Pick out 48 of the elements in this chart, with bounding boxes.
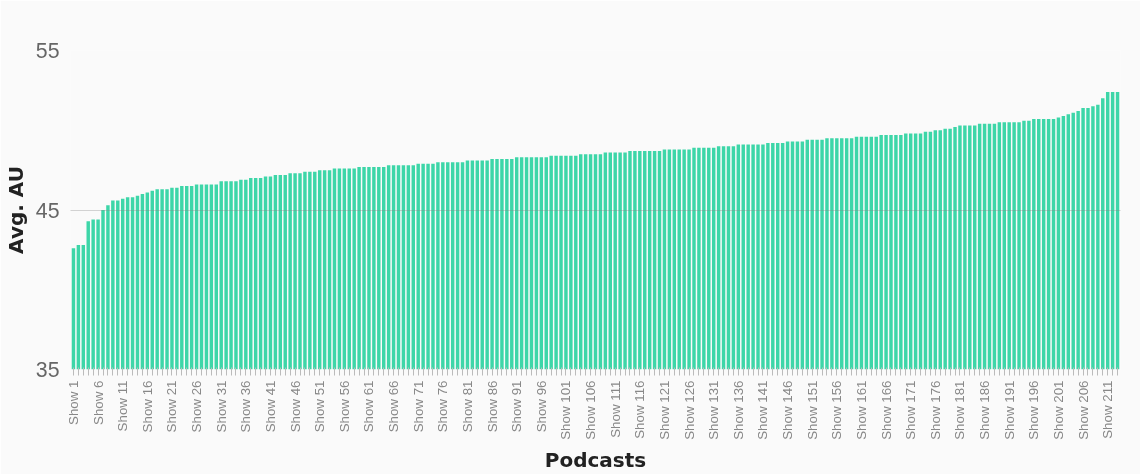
x-tick-label: Show 11: [115, 380, 131, 432]
x-tick-label: Show 46: [287, 380, 303, 433]
x-tick-label: Show 6: [90, 380, 106, 425]
x-tick-label: Show 186: [977, 380, 993, 440]
x-tick-label: Show 131: [706, 380, 722, 440]
x-tick-label: Show 211: [1100, 380, 1116, 439]
x-tick-label: Show 61: [361, 380, 377, 433]
x-tick-label: Show 21: [164, 380, 180, 433]
x-tick-label: Show 201: [1050, 380, 1066, 440]
x-tick-label: Show 181: [952, 380, 968, 440]
x-tick-label: Show 36: [238, 380, 254, 433]
x-tick-label: Show 146: [780, 380, 796, 440]
x-tick-label: Show 56: [336, 380, 352, 433]
x-tick-label: Show 31: [213, 380, 229, 433]
y-tick-label: 45: [35, 198, 60, 223]
x-tick-label: Show 96: [533, 380, 549, 433]
y-tick-label: 55: [35, 39, 60, 63]
x-tick-label: Show 101: [558, 380, 574, 440]
x-tick-label: Show 176: [927, 380, 943, 440]
x-tick-label: Show 106: [583, 380, 599, 440]
x-tick-label: Show 76: [435, 380, 451, 433]
x-tick-label: Show 41: [262, 380, 278, 433]
x-tick-label: Show 111: [607, 380, 623, 438]
x-tick-label: Show 71: [410, 380, 426, 433]
x-tick-label: Show 1: [65, 380, 81, 425]
x-tick-label: Show 81: [459, 380, 475, 433]
x-tick-label: Show 166: [878, 380, 894, 440]
x-tick-label: Show 51: [312, 380, 328, 433]
x-tick-label: Show 196: [1026, 380, 1042, 440]
x-tick-label: Show 26: [189, 380, 205, 433]
y-axis-title: Avg. AU: [3, 166, 28, 254]
x-tick-label: Show 121: [656, 380, 672, 440]
x-tick-label: Show 206: [1075, 380, 1091, 440]
x-tick-label: Show 116: [632, 380, 648, 439]
x-tick-label: Show 91: [509, 380, 525, 433]
x-axis-title: Podcasts: [544, 447, 647, 472]
x-tick-label: Show 126: [681, 380, 697, 440]
x-tick-label: Show 66: [386, 380, 402, 433]
x-tick-label: Show 86: [484, 380, 500, 433]
x-tick-label: Show 151: [804, 380, 820, 440]
x-tick-label: Show 161: [853, 380, 869, 440]
x-tick-label: Show 171: [903, 380, 919, 440]
y-tick-label: 35: [35, 358, 60, 382]
x-tick-label: Show 16: [139, 380, 155, 433]
x-tick-label: Show 141: [755, 380, 771, 440]
x-tick-label: Show 191: [1001, 380, 1017, 440]
x-tick-label: Show 136: [730, 380, 746, 440]
x-tick-label: Show 156: [829, 380, 845, 440]
